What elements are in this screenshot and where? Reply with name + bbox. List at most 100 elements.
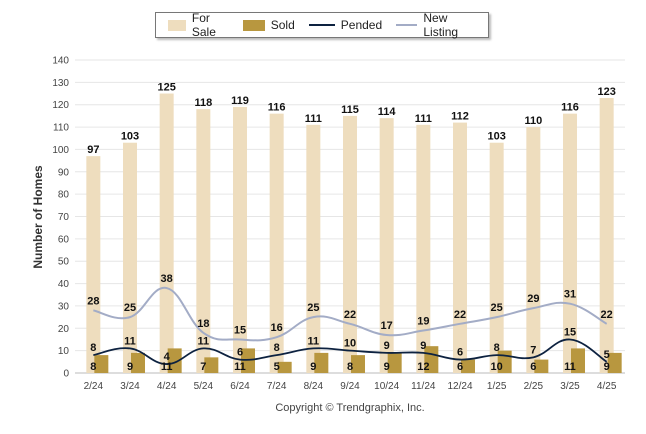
series-lines (93, 287, 608, 365)
y-tick-label: 140 (52, 56, 69, 67)
y-tick-label: 30 (58, 301, 70, 312)
legend-label: Sold (270, 18, 295, 32)
data-label-pended: 8 (90, 342, 96, 354)
data-label-pended: 5 (604, 349, 610, 361)
copyright-text: Copyright © Trendgraphix, Inc. (275, 402, 425, 414)
legend-item-pended: Pended (308, 18, 383, 32)
bar-for-sale (159, 93, 174, 374)
bar-sold (167, 348, 182, 373)
data-label-for-sale: 115 (341, 104, 359, 116)
legend-swatch-pended (308, 24, 335, 26)
data-label-new-listing: 22 (454, 309, 466, 321)
bar-for-sale (416, 124, 431, 373)
bar-sold (387, 352, 402, 373)
x-tick-label: 12/24 (447, 381, 472, 392)
data-label-pended: 10 (344, 338, 356, 350)
bar-sold (351, 355, 365, 373)
x-tick-label: 1/25 (487, 381, 507, 392)
legend-label: Pended (340, 18, 383, 32)
y-axis-ticks: 0 10 20 30 40 50 60 70 80 90 100 110 120 130 140 (52, 56, 69, 380)
bar-for-sale (196, 109, 211, 373)
data-label-sold: 10 (491, 361, 503, 373)
data-label-sold: 11 (234, 361, 246, 373)
bar-for-sale (453, 122, 467, 373)
y-tick-label: 80 (58, 190, 70, 201)
data-label-new-listing: 16 (271, 322, 283, 334)
data-label-pended: 6 (457, 347, 463, 359)
y-axis-label: Number of Homes (31, 165, 45, 269)
data-label-pended: 9 (420, 340, 426, 352)
data-label-sold: 12 (417, 361, 429, 373)
bar-for-sale (526, 127, 541, 373)
data-label-sold: 8 (90, 361, 96, 373)
legend-item-new-listing: New Listing (396, 11, 474, 39)
bar-for-sale (563, 113, 577, 374)
data-label-sold: 11 (564, 361, 576, 373)
x-tick-label: 4/25 (597, 381, 617, 392)
x-tick-label: 5/24 (194, 381, 214, 392)
bar-for-sale (306, 124, 321, 373)
bar-for-sale (379, 118, 394, 373)
y-tick-label: 100 (52, 145, 69, 156)
data-label-pended: 15 (564, 326, 576, 338)
data-label-for-sale: 116 (268, 102, 286, 114)
bar-for-sale (86, 156, 101, 373)
data-label-pended: 7 (530, 344, 536, 356)
data-label-for-sale: 116 (561, 102, 579, 114)
data-label-for-sale: 114 (378, 106, 397, 118)
data-label-sold: 6 (530, 361, 536, 373)
data-label-for-sale: 110 (524, 115, 542, 127)
bar-sold (314, 352, 329, 373)
legend-item-for-sale: For Sale (168, 11, 229, 39)
bar-for-sale (269, 113, 284, 374)
x-tick-label: 7/24 (267, 381, 287, 392)
data-label-sold: 9 (384, 361, 390, 373)
data-label-sold: 9 (310, 361, 316, 373)
x-axis-ticks: 2/24 3/24 4/24 5/24 6/24 7/24 8/24 9/24 10/24 11/… (84, 381, 617, 392)
data-label-sold: 9 (127, 361, 133, 373)
data-label-for-sale: 103 (121, 131, 139, 143)
data-label-for-sale: 118 (194, 97, 212, 109)
x-tick-label: 8/24 (304, 381, 324, 392)
data-label-new-listing: 18 (197, 318, 209, 330)
data-label-for-sale: 103 (487, 131, 505, 143)
x-tick-label: 10/24 (374, 381, 399, 392)
x-tick-label: 2/24 (84, 381, 104, 392)
legend: For Sale Sold Pended New Listing (155, 11, 489, 39)
data-label-new-listing: 25 (124, 302, 136, 314)
bar-for-sale (343, 115, 357, 374)
data-label-sold: 7 (200, 361, 206, 373)
data-label-sold: 8 (347, 361, 353, 373)
data-label-sold: 6 (457, 361, 463, 373)
legend-label: For Sale (191, 11, 216, 39)
y-tick-label: 20 (58, 324, 70, 335)
x-tick-label: 11/24 (411, 381, 436, 392)
data-label-for-sale: 119 (231, 95, 249, 107)
y-tick-label: 60 (58, 234, 70, 245)
y-tick-label: 90 (58, 167, 70, 178)
data-label-sold: 11 (161, 361, 173, 373)
data-label-for-sale: 125 (157, 82, 175, 94)
data-label-for-sale: 112 (451, 111, 469, 123)
data-label-new-listing: 38 (161, 273, 173, 285)
y-tick-label: 0 (63, 369, 69, 380)
legend-swatch-for-sale (168, 19, 186, 31)
data-label-new-listing: 31 (564, 289, 576, 301)
data-label-new-listing: 29 (527, 293, 539, 305)
data-label-for-sale: 123 (597, 86, 615, 98)
data-label-pended: 9 (384, 340, 390, 352)
data-label-new-listing: 25 (307, 302, 319, 314)
data-label-new-listing: 25 (491, 302, 503, 314)
data-label-pended: 8 (494, 342, 500, 354)
data-label-new-listing: 19 (417, 316, 429, 328)
legend-item-sold: Sold (242, 18, 295, 32)
y-tick-label: 40 (58, 279, 70, 290)
legend-swatch-sold (242, 19, 265, 31)
legend-label: New Listing (423, 11, 459, 39)
x-tick-label: 4/24 (157, 381, 177, 392)
bars (86, 93, 622, 374)
data-label-new-listing: 15 (234, 324, 246, 336)
x-tick-label: 3/24 (120, 381, 140, 392)
data-label-pended: 11 (308, 335, 320, 347)
